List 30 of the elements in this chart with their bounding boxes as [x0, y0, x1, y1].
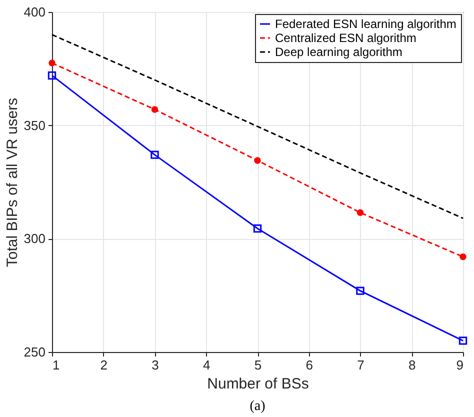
- x-tick-label: 6: [306, 358, 313, 372]
- x-tick-label: 9: [456, 358, 464, 372]
- x-tick-label: 7: [357, 358, 364, 372]
- legend-label: Centralized ESN algorithm: [275, 31, 416, 45]
- y-tick-label: 350: [24, 118, 46, 133]
- point: [48, 60, 56, 66]
- y-tick-label: 300: [24, 231, 46, 246]
- legend-label: Federated ESN learning algorithm: [275, 17, 456, 31]
- text: (a): [250, 399, 266, 414]
- point: [151, 106, 158, 113]
- point: [253, 224, 262, 233]
- point: [356, 286, 364, 295]
- y-axis-title: Total BIPs of all VR users: [4, 98, 21, 268]
- y-tick-label: 250: [24, 344, 46, 360]
- x-tick-label: 2: [100, 358, 108, 372]
- x-tick-label: 3: [152, 358, 159, 372]
- x-tick-label: 1: [52, 358, 60, 372]
- x-axis-title: Number of BSs: [207, 376, 309, 392]
- point: [254, 157, 261, 164]
- x-tick-label: 5: [254, 358, 262, 372]
- legend-label: Deep learning algorithm: [275, 45, 402, 59]
- point: [150, 150, 159, 159]
- line-series: [51, 34, 464, 220]
- x-tick-label: 8: [408, 358, 416, 372]
- point: [48, 71, 56, 80]
- point: [458, 336, 468, 345]
- x-tick-label: 4: [203, 358, 210, 372]
- y-tick-label: 400: [24, 4, 46, 20]
- point: [356, 209, 364, 216]
- point: [460, 253, 466, 260]
